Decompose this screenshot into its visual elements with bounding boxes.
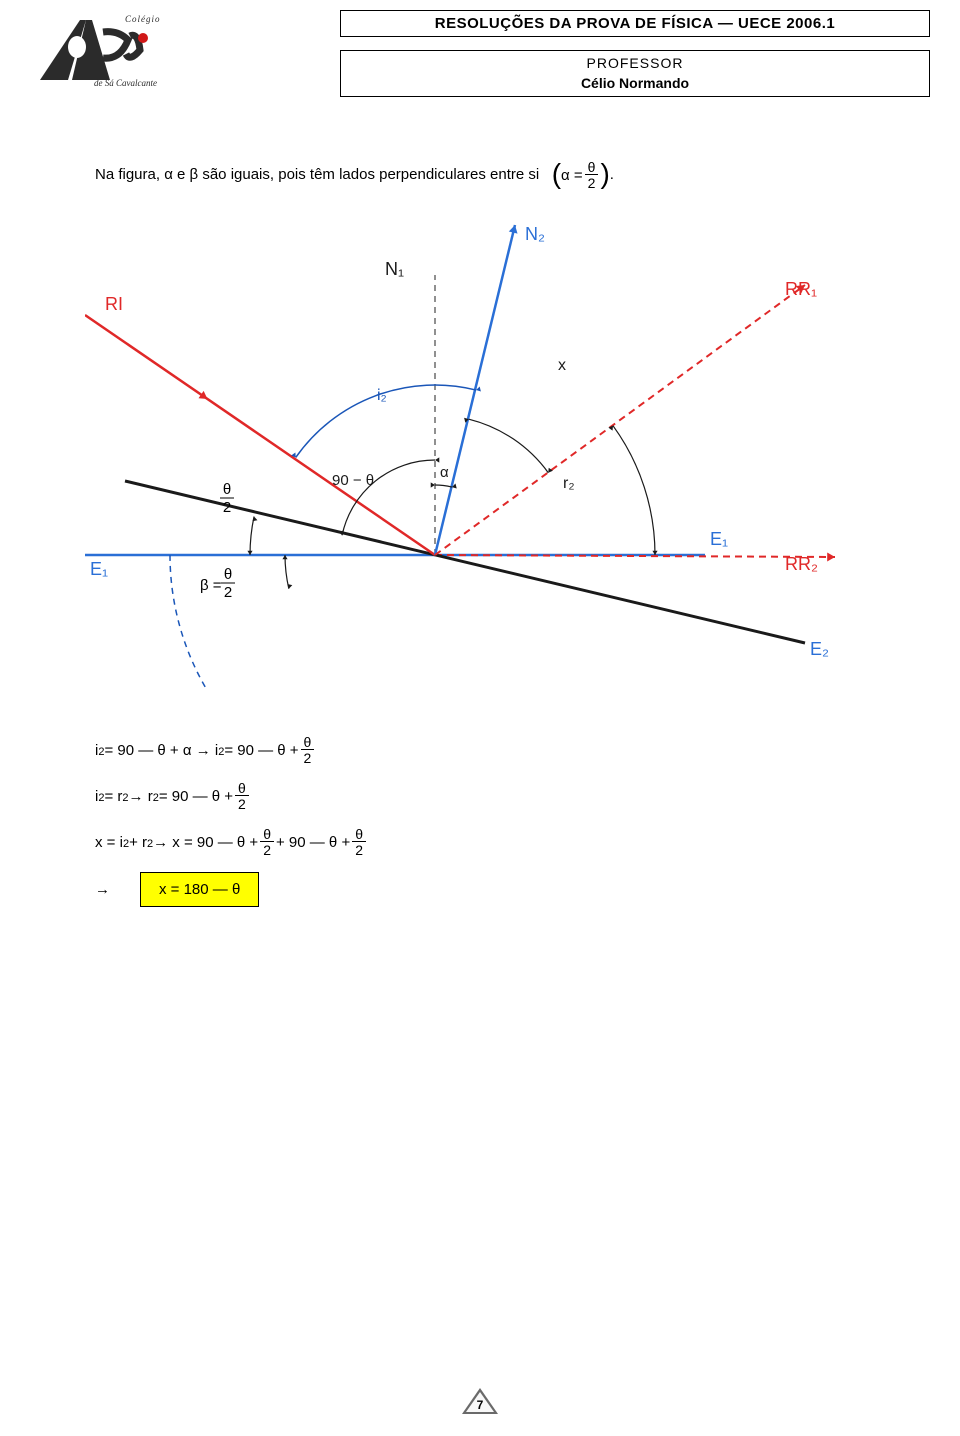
exam-title: RESOLUÇÕES DA PROVA DE FÍSICA — UECE 200… (340, 10, 930, 37)
svg-text:N₂: N₂ (525, 224, 545, 244)
svg-text:RR₂: RR₂ (785, 554, 818, 574)
equation-3: x = i2 + r2 → x = 90 — θ + θ2 + 90 — θ +… (95, 826, 368, 858)
professor-box: PROFESSOR Célio Normando (340, 50, 930, 97)
result-box: x = 180 — θ (140, 872, 259, 907)
equation-result: → x = 180 — θ (95, 872, 368, 907)
equation-1: i2 = 90 — θ + α → i2 = 90 — θ + θ2 (95, 734, 368, 766)
professor-name: Célio Normando (341, 74, 929, 94)
svg-text:θ: θ (223, 481, 231, 498)
svg-text:θ: θ (224, 566, 232, 583)
page-number-badge: 7 (460, 1386, 500, 1416)
svg-text:r₂: r₂ (563, 475, 575, 492)
svg-text:N₁: N₁ (385, 259, 404, 279)
svg-text:RI: RI (105, 294, 123, 314)
equations-block: i2 = 90 — θ + α → i2 = 90 — θ + θ2 i2 = … (95, 720, 368, 921)
svg-text:2: 2 (224, 584, 232, 601)
equation-2: i2 = r2 → r2 = 90 — θ + θ2 (95, 780, 368, 812)
intro-text: Na figura, α e β são iguais, pois têm la… (95, 160, 614, 190)
svg-text:α: α (440, 464, 449, 481)
svg-text:x: x (558, 357, 566, 374)
logo-bottom-text: de Sá Cavalcante (94, 78, 157, 88)
svg-text:β =: β = (200, 577, 222, 594)
svg-text:7: 7 (477, 1398, 484, 1412)
svg-text:RR₁: RR₁ (785, 279, 817, 299)
logo-top-text: Colégio (125, 14, 161, 24)
optics-diagram: RIN₁N₂RR₁xi₂r₂α90 − θθ2β =θ2E₁E₁RR₂E₂ (85, 205, 855, 690)
svg-text:90 − θ: 90 − θ (332, 472, 374, 489)
svg-text:E₁: E₁ (90, 559, 108, 579)
svg-text:i₂: i₂ (377, 387, 387, 404)
professor-label: PROFESSOR (341, 54, 929, 74)
svg-text:E₁: E₁ (710, 529, 728, 549)
svg-text:2: 2 (223, 499, 231, 516)
svg-text:E₂: E₂ (810, 639, 829, 659)
school-logo: Colégio de Sá Cavalcante (30, 10, 170, 90)
